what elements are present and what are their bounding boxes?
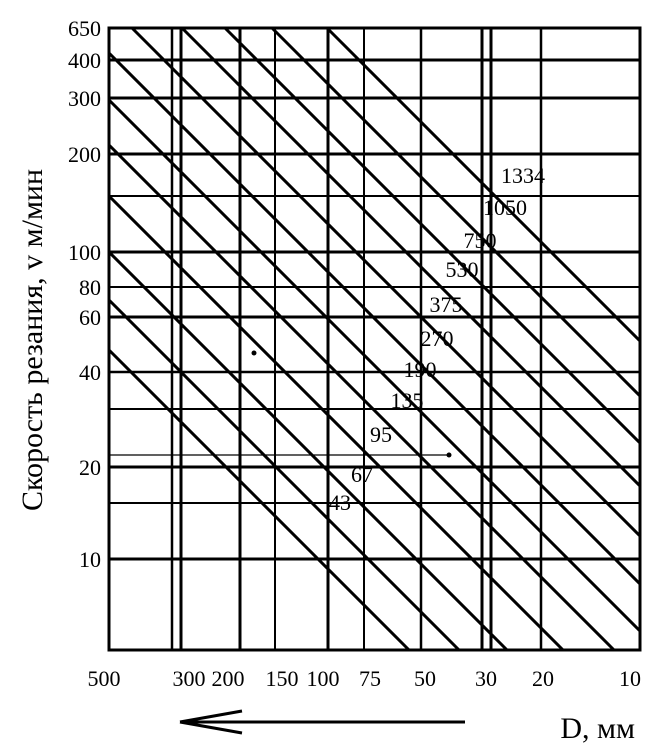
example-reading-dot [446, 452, 452, 458]
x-tick-label: 10 [619, 666, 641, 691]
y-tick-label: 400 [68, 48, 101, 73]
plot-frame [107, 26, 642, 652]
horizontal-gridlines [109, 58, 640, 561]
rpm-line [270, 26, 642, 398]
y-tick-label: 100 [68, 240, 101, 265]
rpm-line [180, 26, 642, 488]
x-tick-label: 100 [307, 666, 340, 691]
y-tick-label: 40 [79, 360, 101, 385]
rpm-line [107, 194, 565, 652]
y-tick-label: 200 [68, 142, 101, 167]
rpm-line [130, 26, 642, 538]
x-tick-label: 30 [475, 666, 497, 691]
x-tick-labels: 500 300 200 150 100 75 50 30 20 10 [88, 666, 642, 691]
rpm-label: 190 [404, 357, 437, 382]
rpm-label: 43 [329, 490, 351, 515]
rpm-label: 530 [446, 257, 479, 282]
rpm-line [107, 51, 642, 586]
x-tick-label: 20 [532, 666, 554, 691]
rpm-line [223, 26, 642, 445]
rpm-label: 67 [351, 462, 373, 487]
rpm-line [107, 250, 509, 652]
y-tick-label: 20 [79, 455, 101, 480]
rpm-line [107, 298, 461, 652]
rpm-label: 375 [430, 292, 463, 317]
x-tick-label: 150 [266, 666, 299, 691]
rpm-label: 1050 [483, 195, 527, 220]
x-tick-label: 200 [212, 666, 245, 691]
rpm-label: 750 [464, 228, 497, 253]
x-tick-label: 75 [359, 666, 381, 691]
y-axis-title: Скорость резания, v м/мин [16, 169, 49, 511]
y-tick-labels: 650 400 300 200 100 80 60 40 20 10 [68, 16, 101, 572]
rpm-line [107, 143, 616, 652]
y-tick-label: 80 [79, 275, 101, 300]
rpm-label: 135 [391, 388, 424, 413]
rpm-line [107, 98, 642, 633]
rpm-lines [107, 26, 642, 652]
y-tick-label: 10 [79, 547, 101, 572]
x-tick-label: 500 [88, 666, 121, 691]
direction-arrow-icon [179, 709, 465, 735]
y-tick-label: 60 [79, 305, 101, 330]
x-tick-label: 300 [173, 666, 206, 691]
y-tick-label: 650 [68, 16, 101, 41]
rpm-label: 1334 [501, 163, 545, 188]
x-tick-label: 50 [414, 666, 436, 691]
rpm-line [325, 26, 642, 343]
rpm-label: 95 [370, 422, 392, 447]
rpm-label: 270 [421, 326, 454, 351]
rpm-line [107, 348, 411, 652]
y-tick-label: 300 [68, 86, 101, 111]
x-axis-title: D, мм [560, 712, 635, 745]
marker-dot [251, 350, 257, 356]
